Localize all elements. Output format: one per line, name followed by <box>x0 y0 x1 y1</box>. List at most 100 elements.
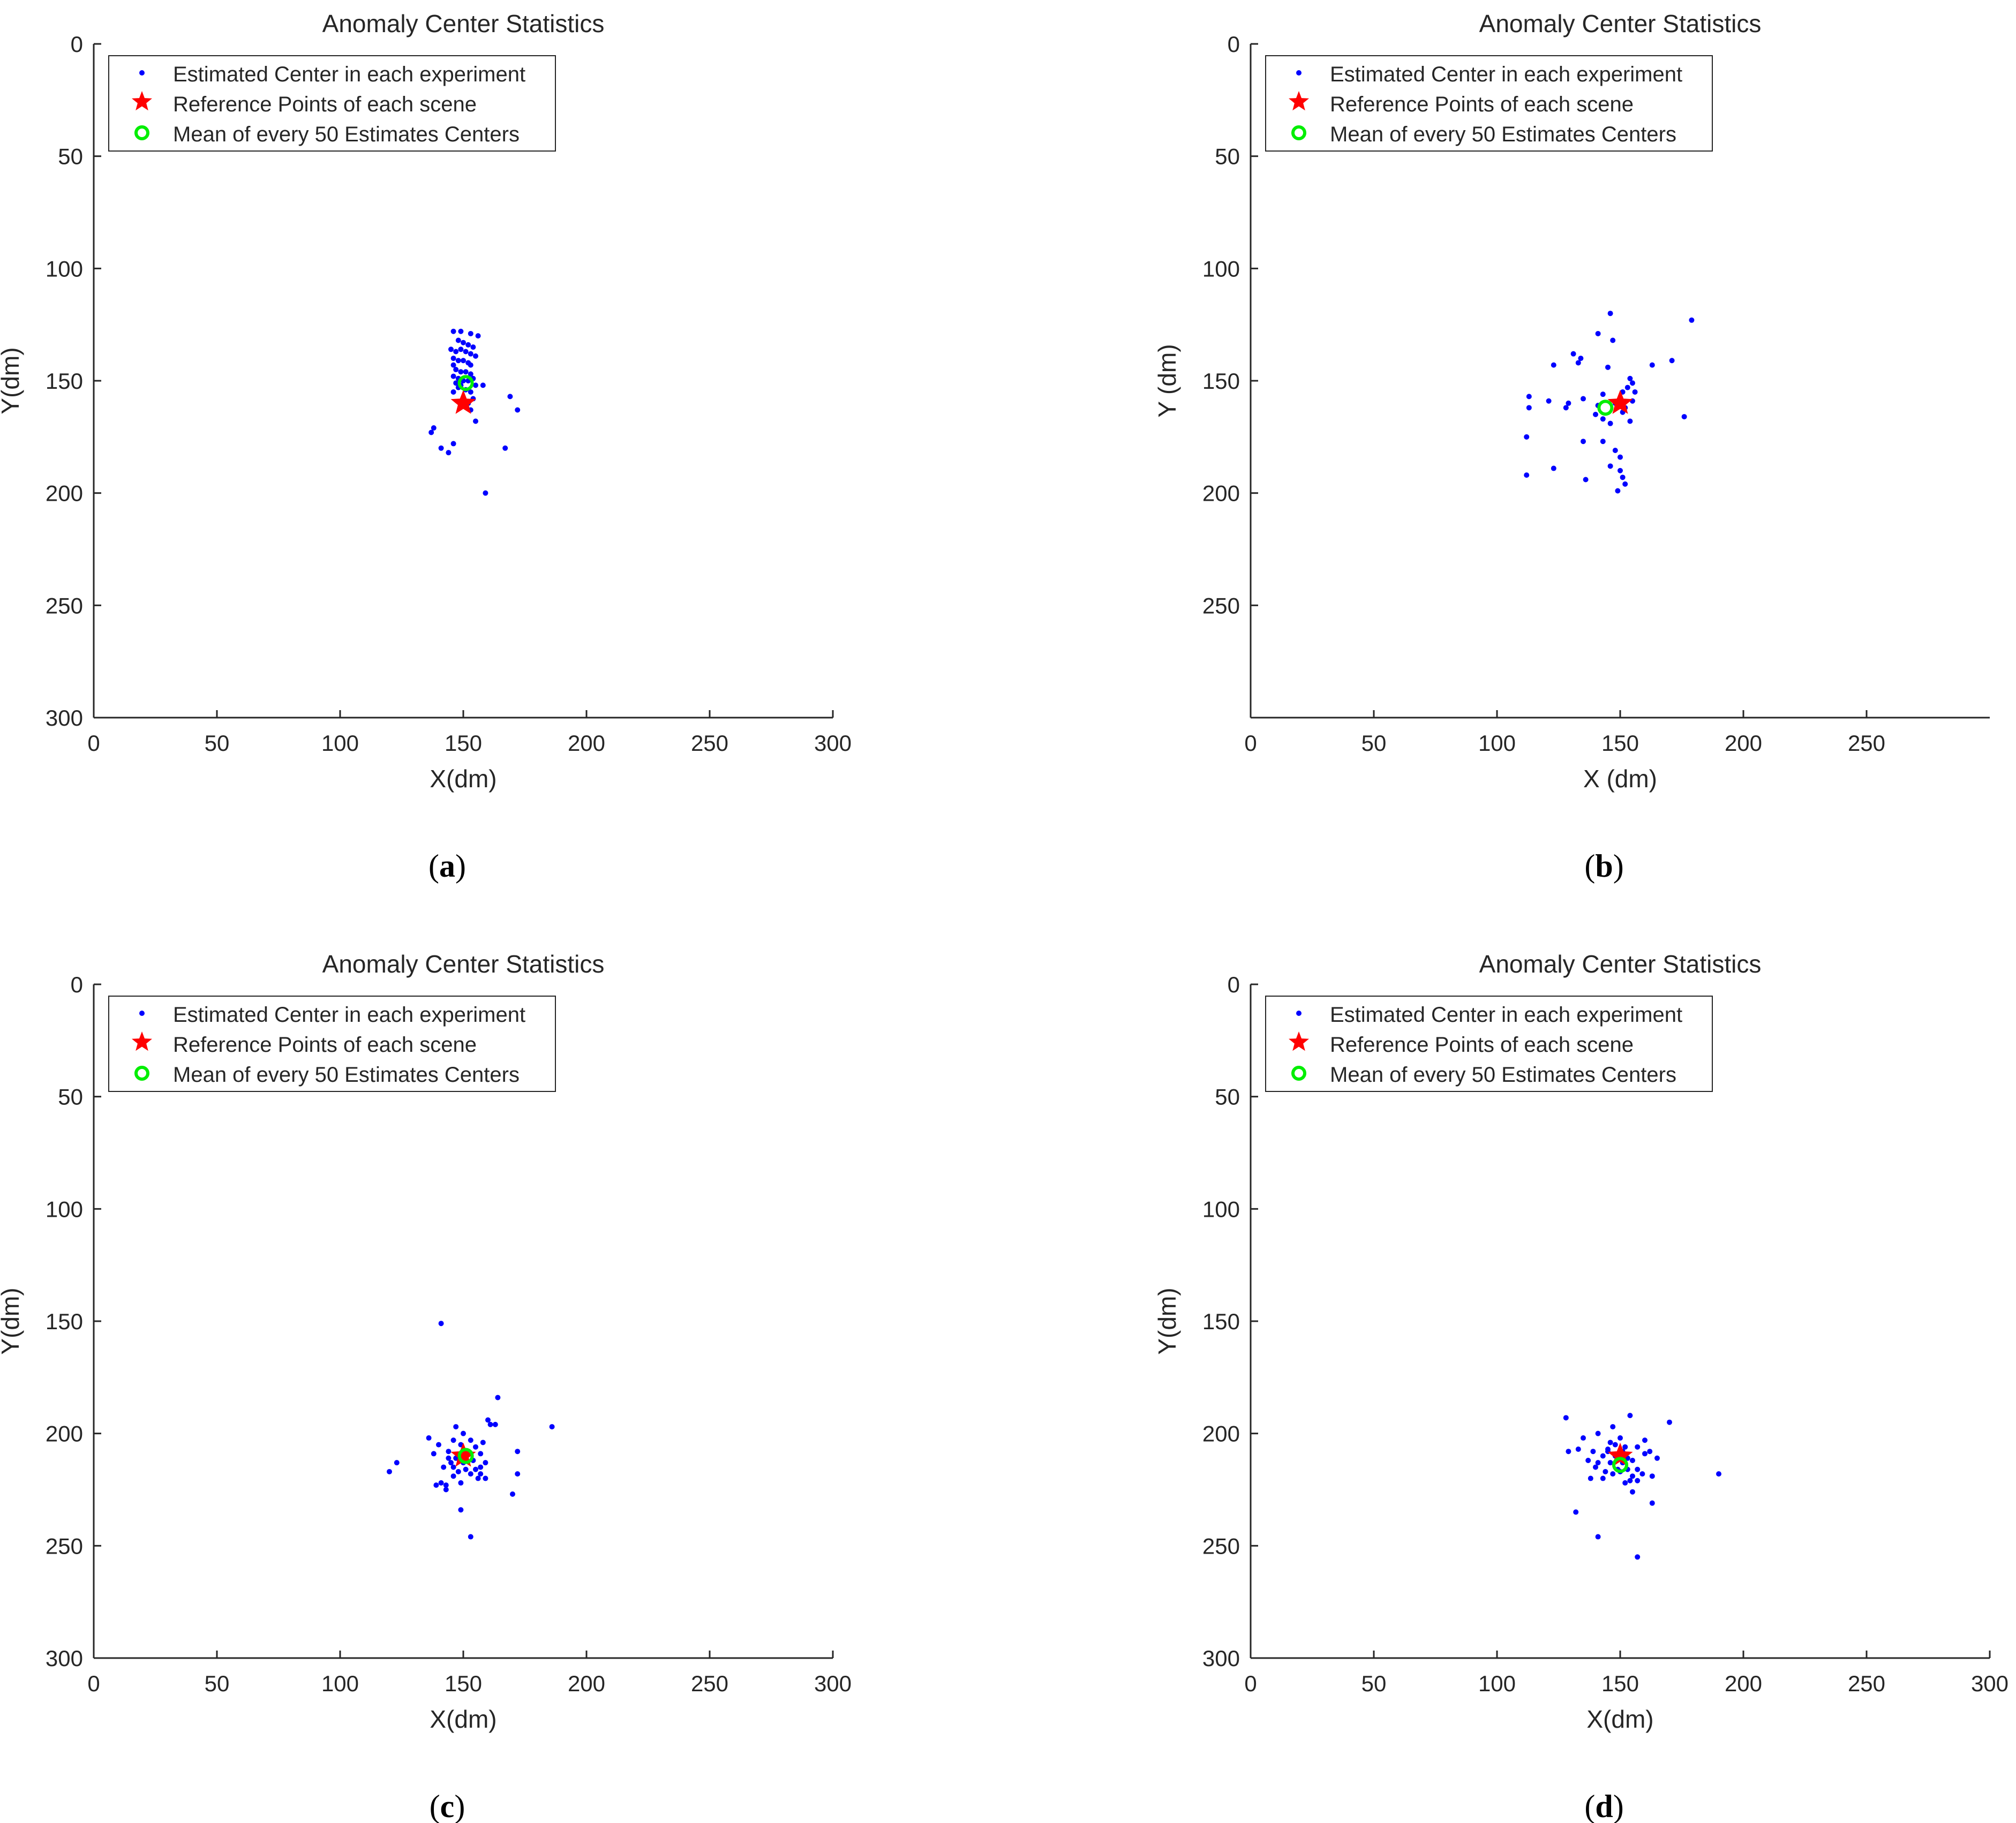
chart-a-ylabel: Y(dm) <box>0 347 24 414</box>
chart-c-legend-reference-symbol <box>132 1031 152 1051</box>
chart-c-x-tick-label: 250 <box>691 1671 728 1696</box>
chart-c-x-tick-label: 200 <box>568 1671 605 1696</box>
chart-b-estimate-point <box>1627 418 1633 424</box>
chart-a-estimate-point <box>468 351 473 357</box>
chart-d-estimate-point <box>1635 1554 1641 1560</box>
chart-d-x-tick-label: 50 <box>1361 1671 1387 1696</box>
chart-d-estimate-point <box>1630 1473 1635 1479</box>
chart-c-legend-mean-symbol <box>134 1066 149 1081</box>
chart-d-estimate-point <box>1575 1447 1581 1452</box>
chart-d-y-tick-label: 0 <box>1228 972 1240 997</box>
chart-d-estimate-point <box>1607 1460 1613 1466</box>
chart-a-estimate-point <box>450 328 456 334</box>
chart-a-estimate-point <box>458 369 464 375</box>
chart-a-mean-marker <box>457 375 474 391</box>
chart-b-estimate-point <box>1600 439 1606 445</box>
chart-c-estimate-point <box>515 1471 521 1477</box>
chart-b-y-tick-label: 200 <box>1202 481 1240 506</box>
chart-b-reference-star <box>1607 390 1633 414</box>
chart-a-estimate-point <box>458 346 464 352</box>
chart-d-estimate-point <box>1647 1449 1653 1455</box>
chart-b-estimate-point <box>1578 356 1584 361</box>
chart-d-estimate-point <box>1595 1460 1601 1466</box>
chart-b-estimate-point <box>1627 375 1633 381</box>
chart-a-estimate-point <box>455 358 461 364</box>
chart-b-estimate-point <box>1622 481 1628 487</box>
chart-d-y-tick-label: 250 <box>1202 1533 1240 1558</box>
chart-d-estimate-point <box>1639 1471 1645 1477</box>
chart-b-x-tick-label: 100 <box>1478 730 1516 756</box>
chart-c-estimate-point <box>475 1475 481 1481</box>
chart-c-estimate-point <box>443 1487 449 1493</box>
chart-d-estimate-point <box>1649 1473 1655 1479</box>
chart-c-y-tick-label: 150 <box>46 1309 83 1334</box>
chart-d-estimate-point <box>1612 1442 1618 1448</box>
chart-b-estimate-point <box>1600 416 1606 422</box>
chart-b-estimate-point <box>1526 394 1532 400</box>
chart-a-estimate-point <box>507 394 513 400</box>
chart-c-title: Anomaly Center Statistics <box>322 950 605 978</box>
chart-a-estimate-point <box>463 349 469 355</box>
chart-c-estimate-point <box>446 1449 452 1455</box>
chart-b-x-tick-label: 0 <box>1244 730 1257 756</box>
chart-b-estimate-point <box>1649 362 1655 368</box>
chart-a-y-tick-label: 100 <box>46 256 83 281</box>
chart-b-estimate-point <box>1607 311 1613 317</box>
chart-b-estimate-point <box>1563 405 1569 411</box>
chart-c-estimate-point <box>473 1466 478 1472</box>
chart-a-legend: Estimated Center in each experiment Refer… <box>108 55 556 152</box>
chart-b-title: Anomaly Center Statistics <box>1479 10 1762 37</box>
chart-a-y-tick-label: 200 <box>46 481 83 506</box>
chart-c-xlabel: X(dm) <box>430 1705 497 1733</box>
chart-c-estimate-point <box>441 1464 447 1470</box>
chart-d-estimate-point <box>1563 1415 1569 1421</box>
chart-a-xlabel: X(dm) <box>430 765 497 793</box>
chart-d-estimate-point <box>1635 1478 1641 1483</box>
chart-d-estimate-point <box>1622 1480 1628 1486</box>
panel-label-open-paren: ( <box>1584 1789 1595 1823</box>
chart-a-estimate-point <box>448 346 454 352</box>
chart-a-estimate-point <box>468 371 473 377</box>
chart-d-estimate-point <box>1642 1451 1648 1457</box>
chart-c-estimate-point <box>461 1430 466 1436</box>
chart-a-legend-mean-symbol <box>134 125 149 140</box>
chart-a-estimate-point <box>453 380 459 386</box>
chart-b-y-tick-label: 0 <box>1228 32 1240 57</box>
chart-a-estimate-point <box>515 407 521 413</box>
chart-c-estimate-point <box>450 1464 456 1470</box>
chart-d-estimate-point <box>1600 1453 1606 1459</box>
chart-a-estimate-point <box>428 430 434 435</box>
chart-c-estimate-point <box>510 1491 515 1497</box>
chart-b-estimate-point <box>1524 434 1530 440</box>
panel-label-close-paren: ) <box>454 1789 465 1823</box>
chart-d-estimate-point <box>1635 1466 1641 1472</box>
chart-a-estimate-point <box>468 362 473 368</box>
chart-d: Anomaly Center Statistics 0 50 100 150 200 250… <box>1153 950 2009 1823</box>
chart-b-estimate-point <box>1620 474 1626 480</box>
chart-a-y-tick-label: 300 <box>46 705 83 730</box>
chart-b-y-tick-label: 250 <box>1202 593 1240 618</box>
chart-c-y-tick-label: 200 <box>46 1421 83 1447</box>
chart-a-estimate-point <box>473 382 478 388</box>
chart-c-legend-entry: Mean of every 50 Estimates Centers <box>173 1063 520 1087</box>
chart-a-legend-box <box>108 55 556 152</box>
chart-a-estimate-point <box>446 450 452 456</box>
chart-c-estimate-point <box>478 1471 484 1477</box>
chart-c-estimate-point <box>483 1475 488 1481</box>
chart-d-estimate-point <box>1610 1471 1616 1477</box>
chart-d-estimate-point <box>1649 1500 1655 1506</box>
chart-c-y-tick-label: 250 <box>46 1533 83 1558</box>
chart-a-legend-reference-symbol <box>132 91 152 111</box>
chart-c-estimate-point <box>433 1482 439 1488</box>
chart-a-estimate-point <box>455 337 461 343</box>
chart-c-estimate-point <box>463 1466 469 1472</box>
chart-b-estimate-point <box>1570 351 1576 357</box>
chart-c-estimate-point <box>483 1460 488 1466</box>
chart-b-estimate-point <box>1593 411 1598 417</box>
panel-label-open-paren: ( <box>430 1789 440 1823</box>
chart-b-estimate-point <box>1630 380 1635 386</box>
chart-a-x-tick-label: 250 <box>691 730 728 756</box>
chart-a-estimates <box>428 328 521 496</box>
chart-b-estimate-point <box>1551 362 1556 368</box>
